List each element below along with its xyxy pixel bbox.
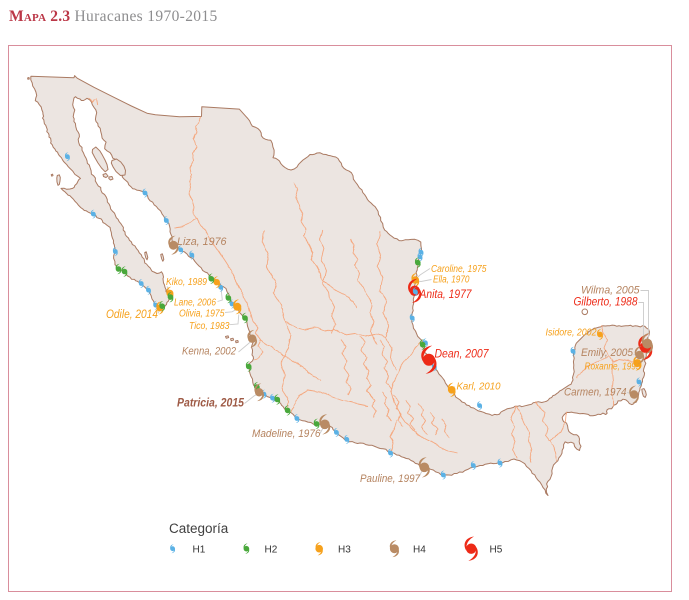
svg-text:Kenna, 2002: Kenna, 2002: [182, 346, 236, 358]
svg-text:Isidore, 2002: Isidore, 2002: [546, 328, 597, 339]
svg-text:Lane, 2006: Lane, 2006: [174, 298, 216, 309]
svg-text:Carmen, 1974: Carmen, 1974: [564, 387, 627, 399]
svg-text:Patricia, 2015: Patricia, 2015: [177, 398, 245, 410]
svg-text:Kiko, 1989: Kiko, 1989: [166, 277, 207, 288]
svg-text:Anita, 1977: Anita, 1977: [419, 289, 472, 301]
svg-text:Tico, 1983: Tico, 1983: [189, 321, 230, 332]
svg-text:Ella, 1970: Ella, 1970: [433, 275, 470, 286]
svg-text:Categoría: Categoría: [169, 521, 229, 536]
svg-text:Madeline, 1976: Madeline, 1976: [252, 428, 321, 440]
svg-text:H2: H2: [265, 545, 278, 556]
svg-text:Roxanne, 1995: Roxanne, 1995: [585, 361, 641, 372]
svg-text:H4: H4: [413, 545, 426, 556]
svg-text:Odile, 2014: Odile, 2014: [106, 309, 158, 321]
svg-text:H5: H5: [490, 545, 503, 556]
svg-text:Dean, 2007: Dean, 2007: [435, 349, 490, 361]
svg-text:Liza, 1976: Liza, 1976: [177, 236, 227, 248]
svg-text:H3: H3: [338, 545, 351, 556]
svg-text:Emily, 2005: Emily, 2005: [581, 347, 634, 359]
svg-text:Gilberto, 1988: Gilberto, 1988: [574, 297, 639, 309]
svg-text:H1: H1: [193, 545, 206, 556]
svg-text:Karl, 2010: Karl, 2010: [457, 382, 501, 393]
svg-text:Caroline, 1975: Caroline, 1975: [431, 264, 487, 275]
svg-text:Olivia, 1975: Olivia, 1975: [179, 309, 225, 320]
svg-text:Wilma, 2005: Wilma, 2005: [581, 285, 640, 297]
svg-text:Pauline, 1997: Pauline, 1997: [360, 473, 421, 485]
